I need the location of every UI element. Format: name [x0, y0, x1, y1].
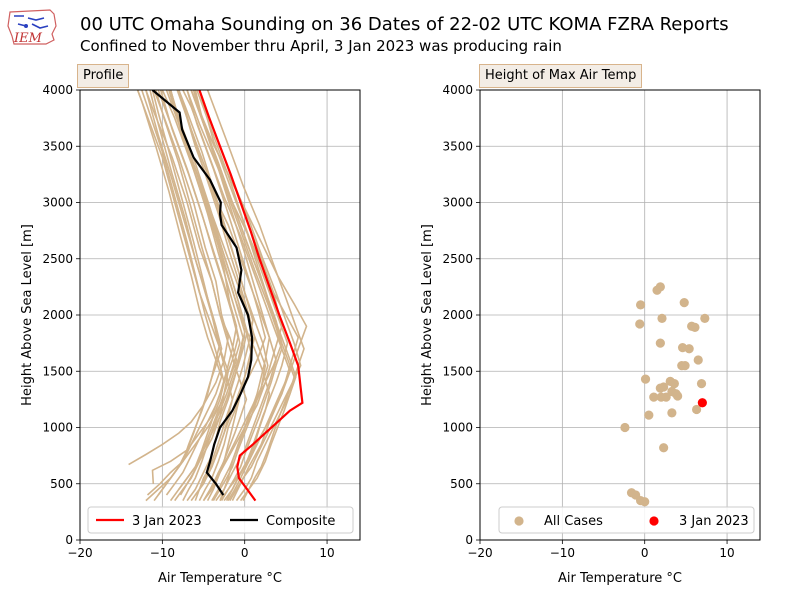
legend-label: 3 Jan 2023: [132, 514, 202, 529]
case-max-temp-point: [661, 392, 671, 402]
y-axis-label: Height Above Sea Level [m]: [20, 224, 35, 406]
legend-marker-highlight: [649, 516, 659, 526]
x-axis-label: Air Temperature °C: [558, 571, 682, 586]
case-profile-line: [198, 90, 302, 502]
y-tick-label: 1500: [442, 364, 473, 378]
case-max-temp-point: [640, 497, 650, 507]
case-max-temp-point: [635, 319, 645, 329]
profile-panel-label: Profile: [77, 64, 130, 88]
iem-logo-text: IEM: [13, 31, 43, 46]
y-tick-label: 4000: [442, 83, 473, 97]
y-tick-label: 1500: [42, 364, 73, 378]
chart-title: 00 UTC Omaha Sounding on 36 Dates of 22-…: [80, 14, 729, 35]
y-tick-label: 3500: [442, 139, 473, 153]
case-max-temp-point: [700, 313, 710, 323]
profile-main-series: [151, 90, 304, 502]
profile-legend-box: [87, 506, 354, 534]
composite-profile-line: [151, 90, 254, 496]
x-tick-label: 10: [719, 546, 734, 560]
case-profile-line: [206, 90, 305, 501]
scatter-legend: All Cases 3 Jan 2023: [498, 506, 755, 534]
case-max-temp-point: [667, 408, 677, 418]
case-max-temp-point: [640, 374, 651, 384]
scatter-legend-box: [498, 506, 755, 534]
case-max-temp-point: [644, 410, 654, 420]
case-profile-line: [149, 90, 221, 496]
case-max-temp-point: [620, 422, 630, 433]
case-profile-line: [178, 90, 254, 501]
case-max-temp-point: [635, 300, 646, 310]
y-tick-label: 0: [465, 533, 473, 547]
x-tick-label: −20: [67, 546, 92, 560]
case-max-temp-point: [655, 338, 665, 348]
case-profile-line: [159, 90, 241, 496]
y-tick-label: 1000: [42, 421, 73, 435]
x-axis-label: Air Temperature °C: [158, 571, 282, 586]
profile-cases: [128, 90, 308, 502]
case-profile-line: [145, 90, 223, 502]
case-profile-line: [168, 90, 244, 501]
jan3-profile-line: [198, 90, 304, 502]
y-tick-label: 4000: [42, 83, 73, 97]
case-max-temp-point: [657, 313, 667, 323]
scatter-points: [620, 282, 710, 507]
y-tick-label: 500: [50, 477, 73, 491]
case-profile-line: [196, 90, 283, 502]
x-tick-label: −20: [467, 546, 492, 560]
x-tick-label: 0: [241, 546, 249, 560]
y-tick-label: 3000: [442, 196, 473, 210]
chart-0-frame: [79, 89, 361, 541]
case-max-temp-point: [680, 361, 690, 371]
case-profile-line: [192, 90, 271, 501]
case-max-temp-point: [691, 404, 702, 415]
case-max-temp-point: [673, 391, 683, 401]
x-tick-label: −10: [550, 546, 575, 560]
legend-marker-cases: [514, 516, 524, 526]
case-max-temp-point: [659, 382, 669, 392]
chart-1-frame: [479, 89, 761, 541]
y-tick-label: 3500: [42, 139, 73, 153]
x-tick-label: 10: [319, 546, 334, 560]
y-tick-label: 3000: [42, 196, 73, 210]
legend-label: All Cases: [544, 514, 603, 529]
jan3-max-temp-point: [697, 398, 707, 408]
case-max-temp-point: [655, 282, 665, 292]
case-max-temp-point: [649, 392, 659, 402]
case-profile-line: [151, 90, 234, 502]
case-max-temp-point: [679, 298, 689, 308]
chart-subtitle: Confined to November thru April, 3 Jan 2…: [80, 37, 562, 55]
y-axis-label: Height Above Sea Level [m]: [420, 224, 435, 406]
case-profile-line: [194, 90, 297, 502]
y-tick-label: 2000: [42, 308, 73, 322]
case-max-temp-point: [696, 379, 707, 389]
legend-label: Composite: [266, 514, 335, 529]
case-profile-line: [186, 90, 267, 501]
case-profile-line: [176, 90, 256, 496]
y-tick-label: 2500: [442, 252, 473, 266]
max-temp-panel-label: Height of Max Air Temp: [479, 64, 643, 88]
case-max-temp-point: [690, 322, 700, 332]
y-tick-label: 500: [450, 477, 473, 491]
y-tick-label: 2000: [442, 308, 473, 322]
profile-legend: 3 Jan 2023 Composite: [87, 506, 354, 534]
x-tick-label: −10: [150, 546, 175, 560]
legend-label: 3 Jan 2023: [679, 514, 749, 529]
x-tick-label: 0: [641, 546, 649, 560]
y-tick-label: 0: [65, 533, 73, 547]
iem-logo: IEM: [7, 9, 57, 46]
case-max-temp-point: [684, 344, 694, 354]
y-tick-label: 2500: [42, 252, 73, 266]
case-max-temp-point: [669, 379, 679, 389]
case-profile-line: [128, 90, 230, 466]
case-max-temp-point: [693, 355, 703, 365]
y-tick-label: 1000: [442, 421, 473, 435]
case-profile-line: [190, 90, 295, 502]
case-profile-line: [141, 90, 225, 502]
case-max-temp-point: [659, 443, 669, 453]
case-profile-line: [145, 90, 238, 496]
